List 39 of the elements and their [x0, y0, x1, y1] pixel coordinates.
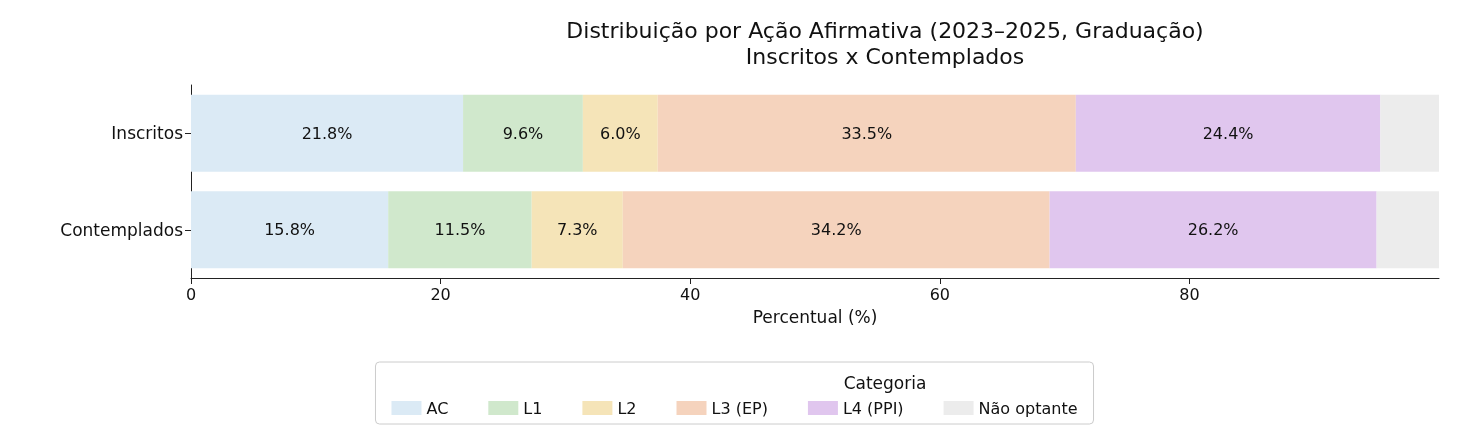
data-label: 9.6% — [502, 123, 544, 143]
bar — [657, 94, 1076, 172]
legend-title: Categoria — [843, 372, 927, 393]
bar — [531, 191, 623, 269]
data-label: 15.8% — [264, 220, 316, 240]
data-label: 6.0% — [599, 123, 641, 143]
x-tick-label: 40 — [680, 284, 701, 304]
legend-label: L2 — [617, 398, 637, 418]
bar — [1049, 191, 1377, 269]
x-tick-label: 60 — [929, 284, 950, 304]
chart-subtitle: Inscritos x Contemplados — [745, 43, 1025, 69]
legend-label: L4 (PPI) — [842, 398, 904, 418]
bar — [582, 94, 658, 172]
data-label: 7.3% — [556, 220, 598, 240]
x-axis-title: Percentual (%) — [752, 306, 878, 327]
x-tick-label: 80 — [1179, 284, 1200, 304]
bar — [1075, 94, 1381, 172]
y-tick-label: Inscritos — [111, 123, 184, 144]
bar — [463, 94, 583, 172]
bar — [191, 191, 389, 269]
data-label: 34.2% — [810, 220, 862, 240]
chart-title: Distribuição por Ação Afirmativa (2023–2025, Graduação) — [566, 17, 1204, 43]
x-tick-label: 0 — [185, 284, 197, 304]
data-label: 24.4% — [1202, 123, 1254, 143]
data-label: 33.5% — [841, 123, 893, 143]
y-tick-label: Contemplados — [60, 219, 184, 240]
bar — [622, 191, 1050, 269]
data-label: 11.5% — [434, 220, 486, 240]
x-tick-label: 20 — [430, 284, 451, 304]
data-label: 21.8% — [301, 123, 353, 143]
data-label: 26.2% — [1187, 220, 1239, 240]
legend-label: L1 — [523, 398, 543, 418]
bar — [1376, 191, 1439, 269]
legend-label: L3 (EP) — [711, 398, 768, 418]
bar — [388, 191, 532, 269]
bar — [191, 94, 464, 172]
legend-label: AC — [426, 398, 449, 418]
legend-label: Não optante — [978, 398, 1078, 418]
bar — [1380, 94, 1439, 172]
